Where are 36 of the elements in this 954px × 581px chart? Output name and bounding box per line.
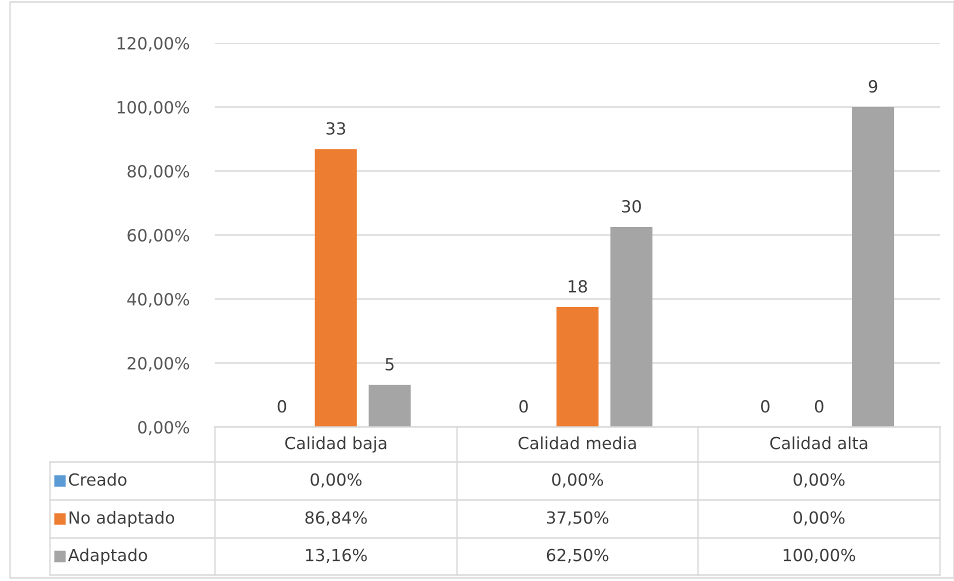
data-label: 86,84%	[305, 511, 367, 526]
y-tick-label: 80,00%	[128, 164, 190, 180]
annotation: 0	[761, 400, 770, 413]
bar	[314, 149, 357, 427]
legend-label: Adaptado	[68, 548, 148, 565]
x-tick-label: Calidad baja	[285, 436, 386, 453]
annotation: 0	[519, 400, 528, 413]
annotation: 18	[568, 280, 587, 293]
annotation: 33	[326, 122, 346, 135]
data-label: 0,00%	[552, 473, 604, 488]
y-tick-label: 40,00%	[127, 292, 190, 308]
data-label: 0,00%	[310, 473, 362, 488]
legend-label: No adaptado	[70, 510, 174, 528]
y-tick-label: 120,00%	[118, 36, 190, 52]
annotation: 30	[622, 200, 641, 213]
annotation: 0	[278, 400, 286, 413]
data-label: 62,50%	[546, 548, 608, 564]
bar	[852, 107, 894, 427]
annotation: 9	[868, 80, 878, 93]
data-label: 100,00%	[784, 548, 856, 564]
bar	[610, 227, 652, 427]
y-tick-label: 60,00%	[128, 228, 190, 244]
legend-label: Creado	[68, 472, 126, 486]
y-tick-label: 20,00%	[128, 356, 190, 372]
bar	[368, 384, 411, 427]
y-tick-label: 0,00%	[138, 420, 190, 436]
data-label: 0,00%	[794, 511, 845, 526]
data-label: 37,50%	[546, 511, 608, 526]
x-tick-label: Calidad alta	[770, 436, 868, 450]
data-label: 13,16%	[306, 548, 367, 564]
bar	[556, 307, 599, 427]
annotation: 5	[386, 358, 394, 371]
annotation: 0	[814, 400, 824, 413]
x-tick-label: Calidad media	[518, 436, 636, 450]
y-tick-label: 100,00%	[118, 100, 190, 116]
data-label: 0,00%	[794, 473, 845, 488]
